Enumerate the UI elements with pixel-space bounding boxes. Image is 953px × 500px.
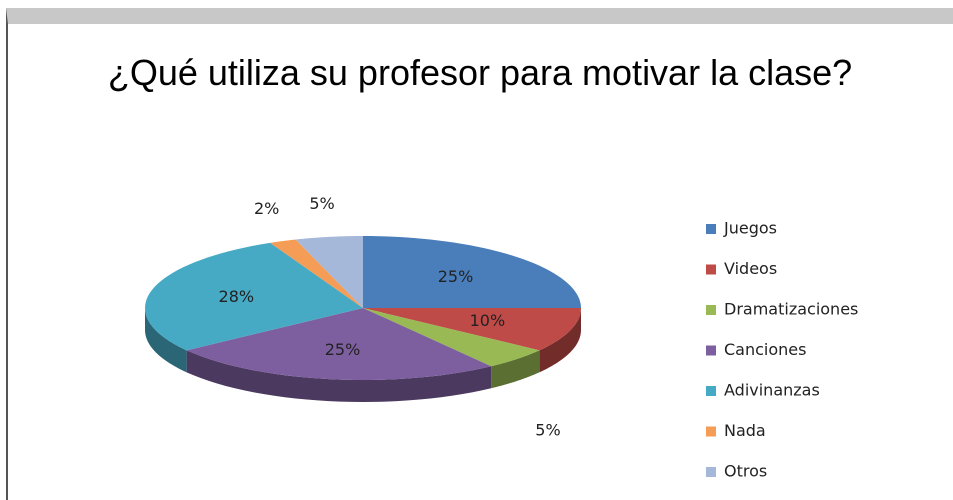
legend-label: Otros (724, 462, 767, 481)
slice-side (186, 350, 492, 402)
pie-tops (145, 236, 581, 380)
legend-label: Juegos (723, 219, 777, 238)
legend-label: Adivinanzas (724, 381, 820, 400)
legend-swatch (706, 426, 716, 437)
pie-slice (363, 236, 581, 308)
data-label: 25% (325, 340, 361, 359)
pie-slice (363, 308, 540, 367)
chart-title: ¿Qué utiliza su profesor para motivar la… (107, 52, 853, 93)
pie-slice (145, 242, 363, 351)
legend-label: Dramatizaciones (724, 300, 858, 319)
legend-swatch (706, 224, 716, 234)
data-label: 10% (470, 311, 506, 330)
slice-side (145, 308, 187, 373)
legend-label: Nada (724, 421, 766, 440)
pie-slice (363, 308, 581, 351)
legend-label: Canciones (724, 340, 806, 359)
legend-swatch (706, 345, 716, 356)
legend-label: Videos (724, 259, 777, 278)
data-label: 5% (309, 194, 334, 213)
data-label: 2% (254, 199, 279, 218)
legend-swatch (706, 305, 716, 315)
legend-swatch (706, 386, 716, 396)
legend-swatch (706, 264, 716, 275)
pie-slice (186, 308, 492, 380)
legend-swatch (706, 467, 716, 477)
data-label: 28% (219, 287, 255, 306)
data-label: 25% (438, 267, 474, 286)
slice-side (491, 350, 540, 389)
pie-sides (145, 308, 581, 402)
pie-slice (270, 239, 363, 308)
slice-side (539, 308, 581, 373)
pie-slice (295, 236, 363, 308)
data-label: 5% (535, 421, 560, 440)
